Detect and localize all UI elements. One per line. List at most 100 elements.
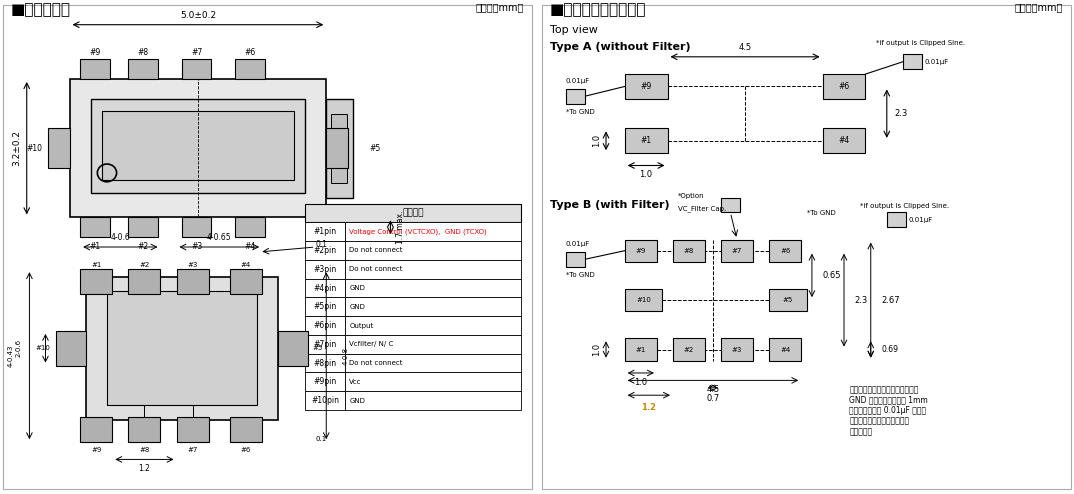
Text: #1: #1 <box>640 136 652 145</box>
Bar <box>721 198 740 212</box>
Bar <box>305 222 345 241</box>
Text: 1.0: 1.0 <box>639 170 653 179</box>
Text: #3pin: #3pin <box>314 265 336 274</box>
Bar <box>345 260 522 279</box>
Text: #9: #9 <box>640 82 652 91</box>
Text: 4-0.43: 4-0.43 <box>8 344 13 367</box>
Bar <box>625 289 663 311</box>
Text: 0.1: 0.1 <box>316 436 326 442</box>
Text: *To GND: *To GND <box>807 210 836 216</box>
Text: #5: #5 <box>313 345 323 351</box>
Bar <box>182 217 212 237</box>
Bar <box>345 222 522 241</box>
Text: #1: #1 <box>636 346 645 353</box>
Text: 1.2: 1.2 <box>641 403 656 412</box>
Text: *if output is Clipped Sine.: *if output is Clipped Sine. <box>860 203 949 208</box>
Bar <box>721 338 753 361</box>
Bar <box>345 335 522 354</box>
Text: #10: #10 <box>27 144 43 153</box>
Bar <box>305 316 345 335</box>
Text: 4-0.65: 4-0.65 <box>207 233 232 242</box>
Text: Type B (with Filter): Type B (with Filter) <box>550 200 669 210</box>
Text: #2: #2 <box>140 262 149 268</box>
Bar <box>91 99 305 193</box>
Text: GND: GND <box>349 398 365 404</box>
Text: #5: #5 <box>369 144 380 153</box>
Text: （単位：mm）: （単位：mm） <box>1015 2 1063 12</box>
Text: #6: #6 <box>245 48 256 57</box>
Text: 4.5: 4.5 <box>707 385 720 394</box>
Text: #9: #9 <box>89 48 101 57</box>
Bar <box>182 59 212 79</box>
Bar <box>345 372 522 391</box>
Text: 0.1: 0.1 <box>316 241 328 249</box>
Bar <box>331 114 347 183</box>
Bar <box>230 269 262 294</box>
Text: 2.67: 2.67 <box>882 295 900 305</box>
Text: 注）本製品ご使用の際は、電源と
GND 間（製品端子から 1mm
程度の位置）に 0.01μF 程度の
バイパスコンデンサを入れて
ください。: 注）本製品ご使用の際は、電源と GND 間（製品端子から 1mm 程度の位置）に… <box>850 385 928 436</box>
Text: Top view: Top view <box>550 25 598 35</box>
Text: 1.0: 1.0 <box>635 378 648 387</box>
Bar <box>129 217 158 237</box>
Text: #10: #10 <box>35 345 50 351</box>
Bar <box>81 417 113 442</box>
Bar <box>107 291 257 405</box>
Text: 2-0.6: 2-0.6 <box>15 339 21 357</box>
Text: #7: #7 <box>191 48 202 57</box>
Bar <box>305 260 345 279</box>
Bar <box>625 338 657 361</box>
Text: #1pin: #1pin <box>314 227 336 236</box>
Bar <box>81 217 110 237</box>
Text: #5pin: #5pin <box>314 302 336 311</box>
Text: Voltage Control (VCTCXO),  GND (TCXO): Voltage Control (VCTCXO), GND (TCXO) <box>349 228 487 235</box>
Bar <box>86 277 278 420</box>
Bar <box>326 99 353 198</box>
Text: 0.7: 0.7 <box>707 394 720 403</box>
Text: #4: #4 <box>245 242 256 251</box>
Text: 0.65: 0.65 <box>823 271 841 280</box>
Text: #5: #5 <box>783 297 793 303</box>
Text: #4: #4 <box>839 136 850 145</box>
Text: Do not connect: Do not connect <box>349 247 403 253</box>
Bar <box>81 269 113 294</box>
Text: #4pin: #4pin <box>314 284 336 292</box>
Bar <box>48 128 70 168</box>
Bar <box>903 54 921 69</box>
Text: #7: #7 <box>187 447 198 453</box>
Text: *To GND: *To GND <box>566 109 595 115</box>
Bar <box>769 338 801 361</box>
Bar <box>672 338 705 361</box>
Bar <box>305 372 345 391</box>
Bar <box>305 241 345 260</box>
Text: 3.2±0.2: 3.2±0.2 <box>13 130 21 166</box>
Bar <box>176 269 208 294</box>
Text: GND: GND <box>349 304 365 310</box>
Bar <box>230 417 262 442</box>
Text: 1.2: 1.2 <box>139 464 150 473</box>
Text: *To GND: *To GND <box>566 272 595 278</box>
Text: ■推奖ランドパターン: ■推奖ランドパターン <box>550 2 647 17</box>
Text: #8: #8 <box>137 48 148 57</box>
Text: 1.0: 1.0 <box>592 343 600 356</box>
Text: ■形状・寸法: ■形状・寸法 <box>11 2 71 17</box>
Text: ピン配列: ピン配列 <box>403 208 424 217</box>
Text: #10pin: #10pin <box>310 396 339 405</box>
Bar <box>823 128 866 153</box>
Text: GND: GND <box>349 285 365 291</box>
Text: #6pin: #6pin <box>314 321 336 330</box>
Bar <box>345 316 522 335</box>
Text: #8: #8 <box>684 247 694 254</box>
Bar <box>176 417 208 442</box>
Text: Vcc: Vcc <box>349 379 362 385</box>
Text: #9: #9 <box>636 247 645 254</box>
Text: 5.0±0.2: 5.0±0.2 <box>179 11 216 20</box>
Bar <box>81 59 110 79</box>
Bar <box>566 89 584 104</box>
Text: 4.5: 4.5 <box>739 43 752 52</box>
Bar <box>345 297 522 316</box>
Text: 0.01μF: 0.01μF <box>925 59 948 65</box>
Bar <box>625 74 668 99</box>
Text: Vcfilter/ N/ C: Vcfilter/ N/ C <box>349 341 393 347</box>
Text: #4: #4 <box>241 262 251 268</box>
Bar <box>305 391 345 410</box>
